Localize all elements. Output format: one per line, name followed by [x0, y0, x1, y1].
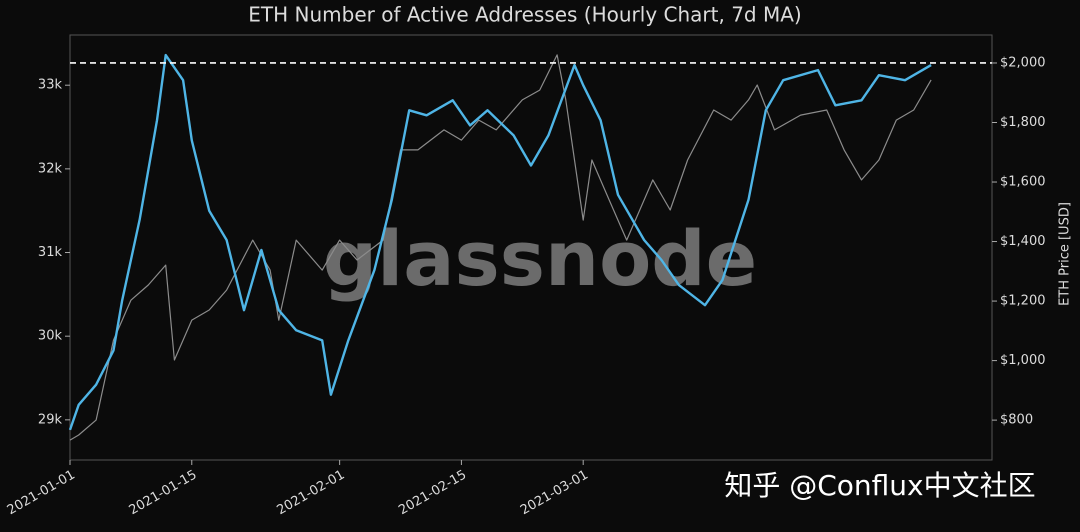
y2-tick-label: $1,200	[1000, 294, 1046, 309]
y2-tick-label: $1,000	[1000, 353, 1046, 368]
y2-tick-label: $800	[1000, 413, 1033, 428]
y-tick-label: 31k	[38, 245, 63, 260]
y-tick-label: 30k	[38, 329, 63, 344]
chart-title: ETH Number of Active Addresses (Hourly C…	[248, 3, 801, 27]
y2-tick-label: $1,400	[1000, 234, 1046, 249]
y-tick-label: 33k	[38, 78, 63, 93]
watermark: glassnode	[323, 214, 757, 303]
y2-tick-label: $2,000	[1000, 55, 1046, 70]
y2-axis-label: ETH Price [USD]	[1058, 202, 1073, 306]
y-tick-label: 32k	[38, 161, 63, 176]
y-tick-label: 29k	[38, 412, 63, 427]
y2-tick-label: $1,800	[1000, 115, 1046, 130]
series-line	[68, 53, 932, 431]
plot-frame	[69, 34, 993, 461]
source-watermark: 知乎 @Conflux中文社区	[724, 469, 1035, 502]
series-line	[69, 54, 932, 441]
y2-tick-label: $1,600	[1000, 175, 1046, 190]
